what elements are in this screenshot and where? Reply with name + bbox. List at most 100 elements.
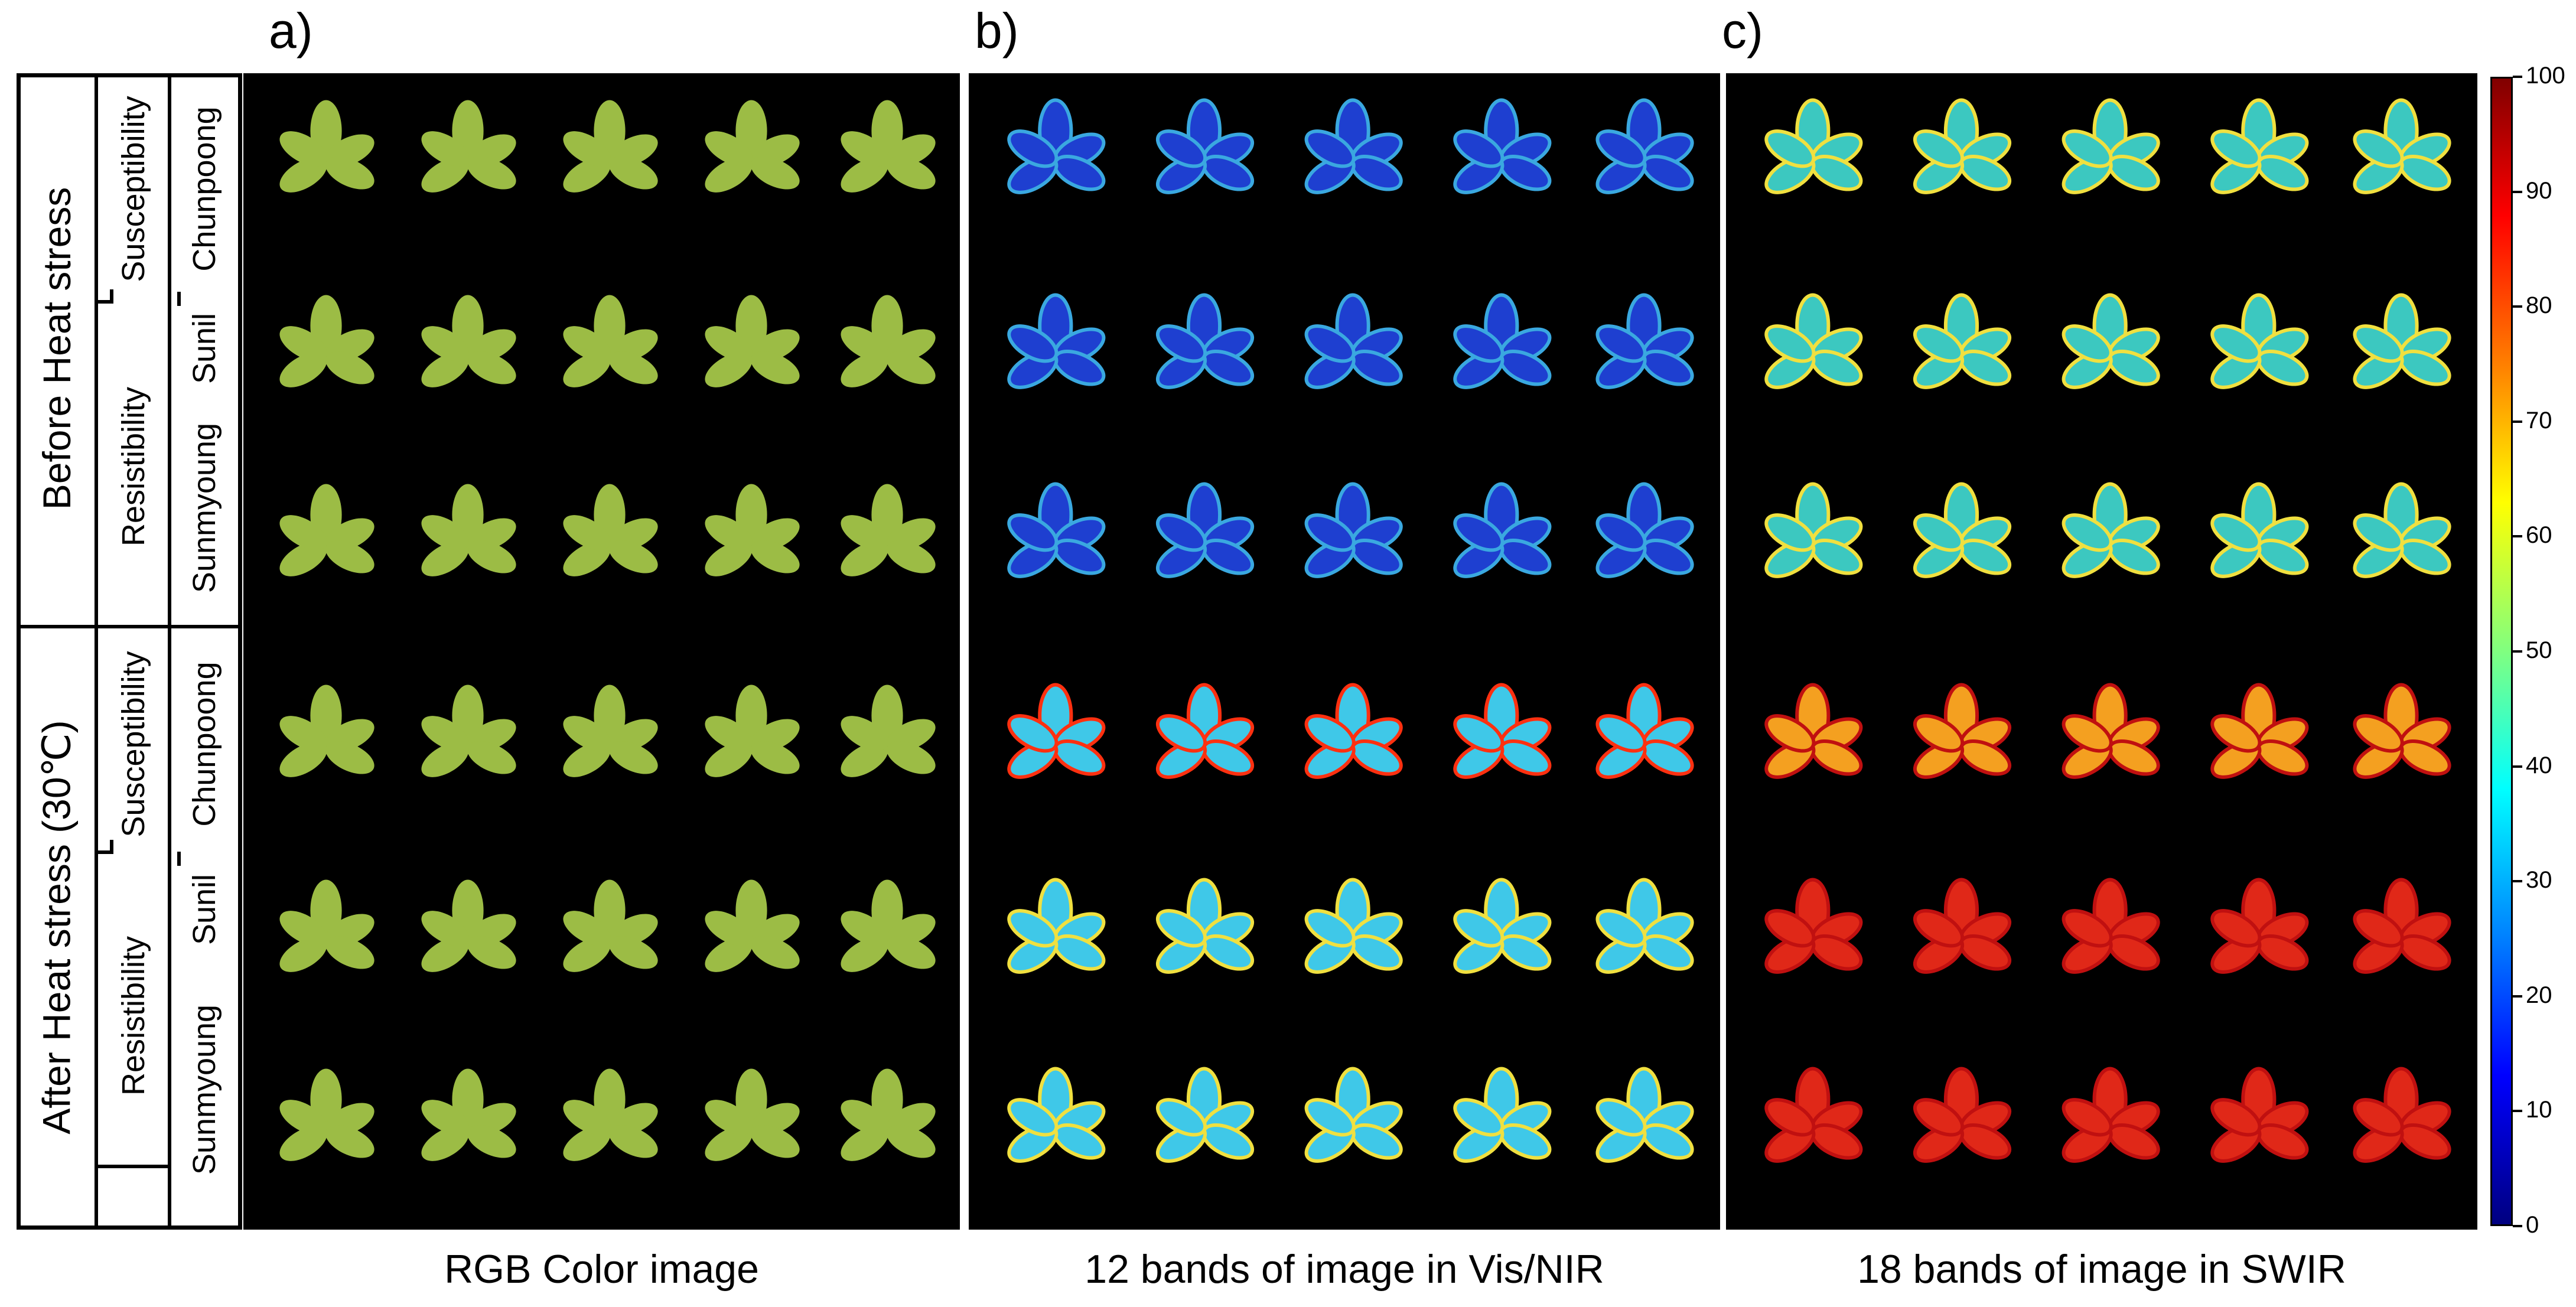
- colorbar-tick-mark: [2513, 650, 2522, 653]
- rgb-leaf-r5-c5: [841, 879, 936, 972]
- colorbar-tick-mark: [2513, 880, 2522, 883]
- swir-leaf-r6-c5: [2353, 1067, 2451, 1163]
- visnir-leaf-r3-c5: [1595, 482, 1694, 578]
- swir-leaf-r1-c2: [1913, 98, 2012, 194]
- visnir-leaf-r2-c4: [1453, 293, 1552, 389]
- visnir-leaf-r4-c3: [1304, 683, 1403, 779]
- caption-visnir: 12 bands of image in Vis/NIR: [1085, 1247, 1604, 1292]
- swir-leaf-r6-c1: [1764, 1067, 1863, 1163]
- cultivar-sunil-before: Sunil: [187, 312, 222, 384]
- panel-letter-b: b): [975, 3, 1019, 58]
- rgb-leaf-r2-c3: [563, 295, 658, 387]
- colorbar-tick-label: 30: [2526, 867, 2552, 894]
- category-resistibility-before: Resistibility: [116, 386, 151, 547]
- visnir-leaf-r1-c1: [1007, 98, 1106, 194]
- table-tick: [98, 850, 112, 854]
- swir-leaf-r4-c3: [2062, 683, 2160, 779]
- swir-leaf-r2-c5: [2353, 293, 2451, 389]
- swir-leaf-r1-c4: [2210, 98, 2309, 194]
- visnir-leaf-r1-c3: [1304, 98, 1403, 194]
- visnir-leaf-r5-c1: [1007, 878, 1106, 974]
- visnir-leaf-r4-c5: [1595, 683, 1694, 779]
- cultivar-chunpoong-before: Chunpoong: [187, 106, 222, 272]
- visnir-leaf-r6-c2: [1155, 1067, 1255, 1163]
- colorbar-tick-mark: [2513, 76, 2522, 78]
- table-tick: [98, 300, 112, 304]
- colorbar-tick-label: 80: [2526, 292, 2552, 319]
- colorbar-tick-mark: [2513, 1225, 2522, 1227]
- rgb-leaf-r5-c1: [279, 879, 374, 972]
- visnir-leaf-r1-c4: [1453, 98, 1552, 194]
- rgb-leaf-r2-c4: [705, 295, 800, 387]
- visnir-image-panel: [969, 73, 1720, 1230]
- category-resistibility-after: Resistibility: [116, 936, 151, 1096]
- swir-leaves: [1764, 98, 2451, 1163]
- rgb-leaf-r2-c1: [279, 295, 374, 387]
- cultivar-sunmyoung-after: Sunmyoung: [187, 1004, 222, 1175]
- table-divider: [168, 73, 171, 1230]
- rgb-leaf-r3-c5: [841, 484, 936, 576]
- cultivar-chunpoong-after: Chunpoong: [187, 661, 222, 827]
- table-tick: [110, 840, 113, 854]
- rgb-leaf-r4-c5: [841, 685, 936, 777]
- rgb-leaf-r4-c1: [279, 685, 374, 777]
- row-label-table: [17, 73, 242, 1230]
- colorbar-tick-mark: [2513, 305, 2522, 308]
- colorbar-tick-mark: [2513, 995, 2522, 998]
- swir-leaf-r3-c1: [1764, 482, 1863, 578]
- colorbar-tick-label: 40: [2526, 752, 2552, 778]
- colorbar-tick-mark: [2513, 535, 2522, 538]
- swir-leaf-r5-c2: [1913, 878, 2012, 974]
- visnir-leaf-r6-c4: [1453, 1067, 1552, 1163]
- table-tick: [110, 289, 113, 304]
- visnir-leaf-r5-c3: [1304, 878, 1403, 974]
- panel-letter-a: a): [269, 3, 313, 58]
- cultivar-sunil-after: Sunil: [187, 873, 222, 946]
- rgb-leaf-r3-c3: [563, 484, 658, 576]
- visnir-leaf-r6-c5: [1595, 1067, 1694, 1163]
- swir-leaf-r3-c4: [2210, 482, 2309, 578]
- swir-leaf-r6-c4: [2210, 1067, 2309, 1163]
- swir-leaf-r5-c3: [2062, 878, 2160, 974]
- swir-leaf-r4-c2: [1913, 683, 2012, 779]
- cultivar-sunmyoung-before: Sunmyoung: [187, 422, 222, 594]
- rgb-leaf-r5-c2: [421, 879, 516, 972]
- rgb-leaf-r3-c4: [705, 484, 800, 576]
- visnir-leaf-r3-c3: [1304, 482, 1403, 578]
- swir-leaf-r1-c3: [2062, 98, 2160, 194]
- visnir-leaf-r6-c3: [1304, 1067, 1403, 1163]
- swir-leaf-r4-c5: [2353, 683, 2451, 779]
- rgb-leaf-r6-c2: [421, 1068, 516, 1161]
- colorbar-tick-mark: [2513, 420, 2522, 423]
- rgb-leaf-r3-c1: [279, 484, 374, 576]
- visnir-leaf-r2-c3: [1304, 293, 1403, 389]
- colorbar-tick-label: 20: [2526, 982, 2552, 1008]
- swir-leaf-r5-c1: [1764, 878, 1863, 974]
- rgb-leaves: [279, 100, 936, 1161]
- rgb-leaf-r4-c3: [563, 685, 658, 777]
- swir-leaf-r1-c1: [1764, 98, 1863, 194]
- visnir-leaves: [1007, 98, 1694, 1163]
- rgb-leaf-r6-c4: [705, 1068, 800, 1161]
- rgb-leaf-r2-c5: [841, 295, 936, 387]
- table-divider: [95, 73, 98, 1230]
- rgb-leaf-r5-c3: [563, 879, 658, 972]
- swir-leaf-r2-c3: [2062, 293, 2160, 389]
- visnir-leaf-r1-c5: [1595, 98, 1694, 194]
- panel-letter-c: c): [1722, 3, 1763, 58]
- table-tick: [98, 1165, 169, 1168]
- rgb-leaf-r6-c1: [279, 1068, 374, 1161]
- rgb-leaf-r1-c3: [563, 100, 658, 193]
- colorbar-tick-label: 100: [2526, 63, 2565, 89]
- visnir-leaf-r4-c2: [1155, 683, 1255, 779]
- swir-leaf-r1-c5: [2353, 98, 2451, 194]
- visnir-leaf-r2-c1: [1007, 293, 1106, 389]
- colorbar-tick-label: 50: [2526, 637, 2552, 663]
- swir-leaf-r5-c4: [2210, 878, 2309, 974]
- visnir-leaf-r1-c2: [1155, 98, 1255, 194]
- swir-leaf-r5-c5: [2353, 878, 2451, 974]
- rgb-leaf-r5-c4: [705, 879, 800, 972]
- colorbar-tick-mark: [2513, 1110, 2522, 1113]
- colorbar-tick-label: 60: [2526, 522, 2552, 549]
- swir-leaf-r3-c3: [2062, 482, 2160, 578]
